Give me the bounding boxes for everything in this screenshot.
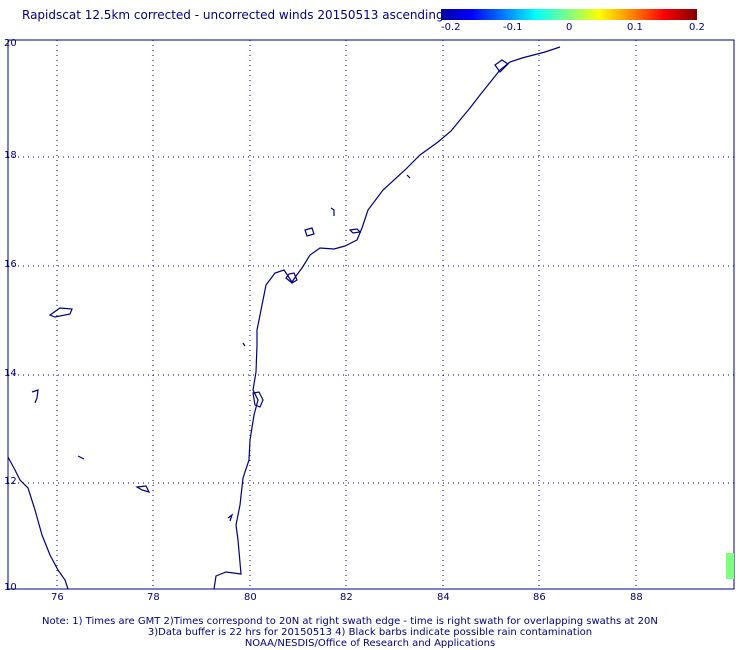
chilika-lake xyxy=(494,59,509,73)
pulicat-lake xyxy=(252,391,264,408)
lon-label: 78 xyxy=(147,592,160,603)
lon-label: 86 xyxy=(533,592,546,603)
graticule xyxy=(8,40,734,589)
inland-lake-2 xyxy=(330,207,335,216)
lat-label: 18 xyxy=(4,150,17,161)
colorbar-tick: -0.1 xyxy=(503,22,523,33)
note-line-1: Note: 1) Times are GMT 2)Times correspon… xyxy=(42,616,658,627)
map-title: Rapidscat 12.5km corrected - uncorrected… xyxy=(22,8,444,22)
lat-label: 12 xyxy=(4,476,17,487)
colorbar-tick: 0.2 xyxy=(689,22,705,33)
note-line-3: NOAA/NESDIS/Office of Research and Appli… xyxy=(244,638,496,649)
lat-label: 20 xyxy=(4,38,17,49)
lon-label: 80 xyxy=(244,592,257,603)
west-lake-2 xyxy=(31,389,39,404)
west-coast-segment xyxy=(7,456,69,590)
lon-label: 76 xyxy=(51,592,64,603)
colorbar-tick: 0 xyxy=(566,22,573,33)
lon-label: 84 xyxy=(437,592,450,603)
colorbar-tick: -0.2 xyxy=(441,22,461,33)
west-lake-3 xyxy=(77,455,85,460)
inland-lake-3 xyxy=(242,342,246,347)
inland-lake-1 xyxy=(304,227,315,237)
inland-lake-4 xyxy=(227,513,234,522)
lat-label: 14 xyxy=(4,368,17,379)
colorbar-tick: 0.1 xyxy=(627,22,643,33)
map-frame xyxy=(7,39,735,590)
godavari-delta xyxy=(348,228,362,234)
coastline xyxy=(7,46,561,590)
lon-label: 82 xyxy=(340,592,353,603)
swath-sample xyxy=(726,553,734,579)
lat-label: 10 xyxy=(4,582,17,593)
colorbar xyxy=(441,9,697,20)
west-lake-1 xyxy=(48,307,73,318)
lon-label: 88 xyxy=(630,592,643,603)
krishna-delta xyxy=(285,272,298,284)
inland-lake-5 xyxy=(406,174,411,179)
lat-label: 16 xyxy=(4,259,17,270)
east-coast-india xyxy=(213,46,561,590)
west-lake-4 xyxy=(135,485,151,493)
note-line-2: 3)Data buffer is 22 hrs for 20150513 4) … xyxy=(147,627,593,638)
